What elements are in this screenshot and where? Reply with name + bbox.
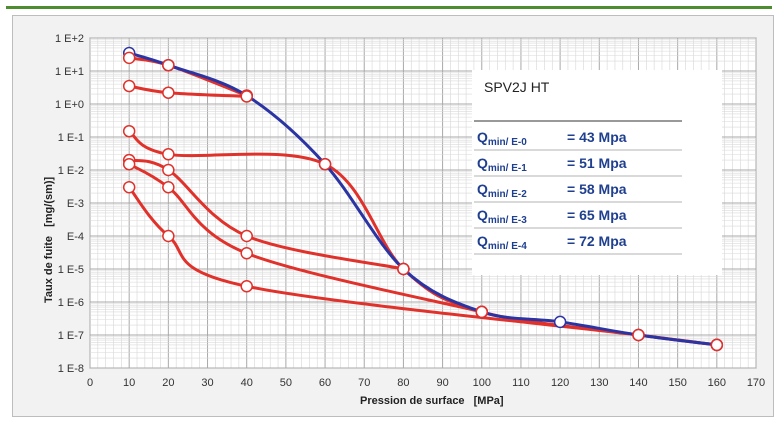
series-line-4 — [127, 158, 405, 271]
legend-entry-value: = 72 Mpa — [567, 233, 627, 249]
x-tick-label: 170 — [747, 377, 765, 389]
legend-entry: Qmin/ E-3 — [477, 207, 527, 226]
data-point — [162, 229, 175, 243]
x-tick-label: 160 — [708, 377, 726, 389]
x-tick-label: 40 — [241, 377, 253, 389]
data-point — [122, 124, 136, 138]
y-tick-label: E-3 — [67, 198, 84, 210]
legend-box — [472, 70, 722, 275]
data-point — [162, 58, 175, 72]
y-tick-label: 1 E-6 — [58, 297, 84, 309]
legend-entry-value: = 51 Mpa — [567, 155, 627, 171]
x-tick-label: 80 — [397, 377, 409, 389]
y-tick-label: E-4 — [67, 231, 84, 243]
y-tick-label: 1 E+2 — [55, 33, 84, 45]
x-tick-label: 130 — [590, 377, 608, 389]
y-tick-label: 1 E-1 — [58, 132, 84, 144]
y-tick-label: 1 E-2 — [58, 165, 84, 177]
x-tick-label: 10 — [123, 377, 135, 389]
x-tick-label: 140 — [629, 377, 647, 389]
data-point — [318, 157, 332, 171]
y-axis-label-text: Taux de fuite — [43, 236, 55, 303]
legend-entry-value: = 43 Mpa — [567, 129, 627, 145]
x-tick-label: 110 — [512, 377, 530, 389]
y-tick-label: 1 E+0 — [55, 99, 84, 111]
data-point — [122, 157, 136, 171]
legend-entry: Qmin/ E-1 — [477, 155, 527, 174]
x-tick-label: 20 — [162, 377, 174, 389]
y-tick-labels: 1 E+2 1 E+1 1 E+0 1 E-1 1 E-2 E-3 E-4 1 E-5 1 E-… — [55, 33, 84, 375]
x-tick-labels: 0 10 20 30 40 50 60 70 80 90 100 110 120 130 140 150 160… — [87, 377, 765, 389]
data-point — [240, 90, 253, 103]
legend-title: SPV2J HT — [484, 79, 550, 95]
data-point — [162, 148, 175, 161]
chart-legend: SPV2J HT Qmin/ E-0 = 43 Mpa Qmin/ E-1 = 51 M… — [472, 70, 722, 275]
y-tick-label: 1 E-7 — [58, 330, 84, 342]
data-point — [710, 338, 724, 352]
x-tick-label: 30 — [201, 377, 213, 389]
data-point — [162, 181, 175, 194]
legend-entry-value: = 58 Mpa — [567, 181, 627, 197]
y-tick-label: 1 E-8 — [58, 363, 84, 375]
y-axis-label: Taux de fuite [mg/(sm)] — [43, 176, 55, 303]
legend-entry-value: = 65 Mpa — [567, 207, 627, 223]
series-line-5 — [127, 162, 484, 314]
y-tick-label: 1 E-5 — [58, 264, 84, 276]
x-axis-unit: [MPa] — [474, 395, 504, 407]
series-line-0 — [127, 51, 719, 347]
x-tick-label: 60 — [319, 377, 331, 389]
top-accent-bar — [6, 6, 772, 9]
x-tick-label: 100 — [473, 377, 491, 389]
data-point — [397, 262, 410, 276]
y-tick-label: 1 E+1 — [55, 66, 84, 78]
data-point — [122, 79, 136, 93]
chart-series-points — [122, 46, 724, 352]
legend-entry: Qmin/ E-4 — [477, 233, 527, 252]
legend-entry: Qmin/ E-0 — [477, 129, 527, 148]
data-point — [122, 51, 136, 65]
legend-entry: Qmin/ E-2 — [477, 181, 527, 200]
data-point — [632, 328, 645, 342]
x-axis-label: Pression de surface [MPa] — [360, 395, 504, 407]
data-point — [122, 181, 136, 194]
x-tick-label: 90 — [436, 377, 448, 389]
x-axis-label-text: Pression de surface — [360, 395, 465, 407]
data-point — [162, 163, 175, 177]
x-tick-label: 50 — [280, 377, 292, 389]
y-axis-unit: [mg/(sm)] — [43, 176, 55, 226]
x-tick-label: 120 — [551, 377, 569, 389]
data-point — [162, 86, 175, 99]
x-tick-label: 150 — [668, 377, 686, 389]
data-point — [553, 315, 567, 329]
data-point — [240, 229, 253, 243]
data-point — [475, 305, 489, 319]
x-tick-label: 0 — [87, 377, 93, 389]
x-tick-label: 70 — [358, 377, 370, 389]
data-point — [240, 280, 253, 293]
data-point — [240, 247, 253, 260]
